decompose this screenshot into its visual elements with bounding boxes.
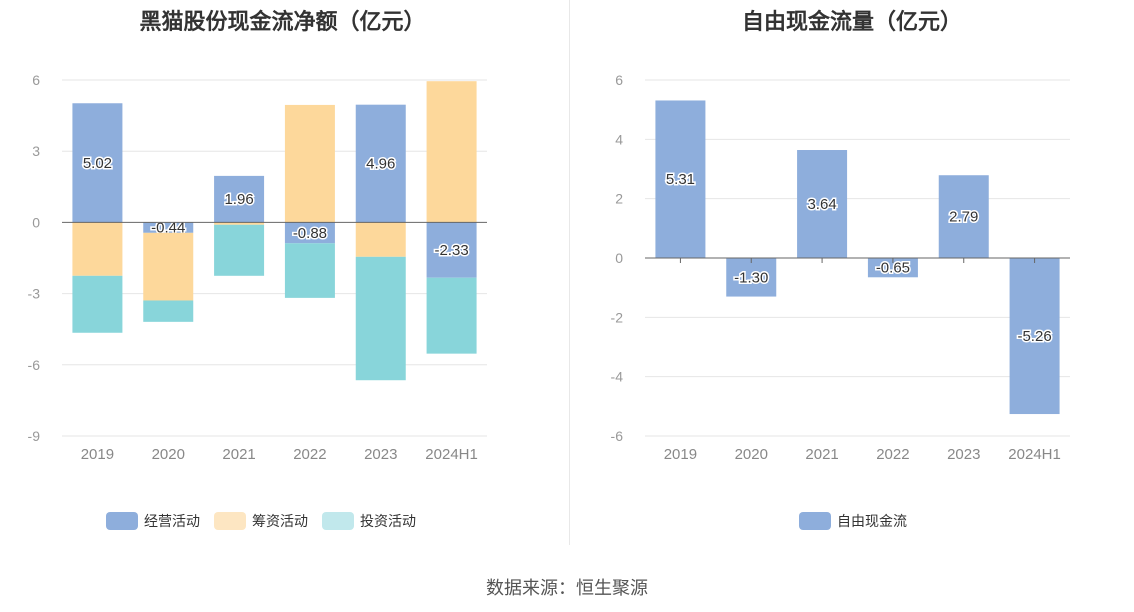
x-tick-label: 2020 (735, 446, 768, 463)
y-tick-label: -3 (28, 286, 41, 302)
data-label: -0.65 (876, 260, 910, 277)
bar-series-1 (355, 222, 406, 257)
x-tick-label: 2019 (664, 446, 697, 463)
y-tick-label: 4 (615, 131, 623, 147)
x-tick-label: 2021 (222, 446, 255, 463)
data-label: -5.26 (1017, 328, 1051, 345)
y-tick-label: -9 (28, 428, 41, 444)
right-chart-title: 自由现金流量（亿元） (741, 9, 962, 34)
data-label: 5.02 (83, 155, 112, 172)
left-chart-title: 黑猫股份现金流净额（亿元） (139, 9, 426, 34)
bar-series-2 (284, 243, 335, 298)
bar-series-2 (72, 275, 123, 333)
legend-swatch-investing (322, 512, 354, 530)
right-chart-plot: 6 4 2 0 -2 -4 -6 5.31 2019 -1.30 2020 3.64 2021 -0.65… (611, 72, 1070, 463)
bar-series-2 (143, 300, 194, 322)
data-label: -2.33 (434, 242, 468, 259)
bar-series-2 (426, 277, 477, 354)
legend-label-operating: 经营活动 (144, 513, 200, 529)
y-tick-label: 6 (32, 72, 40, 88)
bar-series-1 (214, 222, 265, 225)
y-tick-label: -6 (611, 428, 624, 444)
y-tick-label: 3 (32, 143, 40, 159)
bar-series-1 (426, 81, 477, 223)
x-tick-label: 2024H1 (425, 446, 478, 463)
x-tick-label: 2024H1 (1008, 446, 1061, 463)
bar-primary (284, 222, 335, 244)
y-tick-label: -4 (611, 369, 624, 385)
bar-primary (426, 222, 477, 278)
bar-primary (1009, 258, 1060, 415)
bar-series-1 (284, 104, 335, 223)
data-label: 2.79 (949, 209, 978, 226)
bar-primary (214, 175, 265, 223)
right-chart-legend: 自由现金流 (799, 511, 907, 531)
legend-item-operating[interactable]: 经营活动 (106, 511, 200, 531)
bar-primary (726, 258, 777, 297)
legend-swatch-free-cash-flow (799, 512, 831, 530)
bar-series-1 (72, 222, 123, 276)
legend-label-investing: 投资活动 (360, 513, 416, 529)
bar-primary (797, 150, 848, 258)
data-label: 3.64 (807, 196, 836, 213)
data-source-note: 数据来源：恒生聚源 (486, 578, 648, 598)
legend-swatch-operating (106, 512, 138, 530)
data-label: 4.96 (366, 156, 395, 173)
legend-item-financing[interactable]: 筹资活动 (214, 511, 308, 531)
bar-series-2 (214, 224, 265, 276)
legend-label-financing: 筹资活动 (252, 513, 308, 529)
chart-divider (569, 0, 570, 545)
x-tick-label: 2021 (805, 446, 838, 463)
y-tick-label: 0 (615, 250, 623, 266)
y-tick-label: 0 (32, 214, 40, 230)
legend-item-free-cash-flow[interactable]: 自由现金流 (799, 511, 907, 531)
legend-label-free-cash-flow: 自由现金流 (837, 513, 907, 529)
y-tick-label: -6 (28, 357, 41, 373)
y-tick-label: 6 (615, 72, 623, 88)
x-tick-label: 2019 (81, 446, 114, 463)
data-label: 5.31 (666, 171, 695, 188)
x-tick-label: 2023 (947, 446, 980, 463)
y-tick-label: -2 (611, 309, 624, 325)
bar-series-1 (143, 232, 194, 301)
bar-primary (867, 258, 918, 278)
data-label: -1.30 (734, 269, 768, 286)
y-tick-label: 2 (615, 191, 623, 207)
legend-swatch-financing (214, 512, 246, 530)
bar-series-2 (355, 256, 406, 381)
x-tick-label: 2022 (293, 446, 326, 463)
left-chart-legend: 经营活动 筹资活动 投资活动 (106, 511, 416, 531)
bar-primary (655, 100, 706, 258)
bar-primary (143, 222, 194, 233)
data-label: 1.96 (224, 191, 253, 208)
bar-primary (72, 103, 123, 223)
legend-item-investing[interactable]: 投资活动 (322, 511, 416, 531)
x-tick-label: 2023 (364, 446, 397, 463)
data-label: -0.88 (293, 225, 327, 242)
x-tick-label: 2022 (876, 446, 909, 463)
left-chart-plot: 630-3-6-95.022019-0.4420201.962021-0.882… (28, 72, 487, 463)
bar-primary (938, 175, 989, 258)
x-tick-label: 2020 (152, 446, 185, 463)
bar-primary (355, 104, 406, 223)
